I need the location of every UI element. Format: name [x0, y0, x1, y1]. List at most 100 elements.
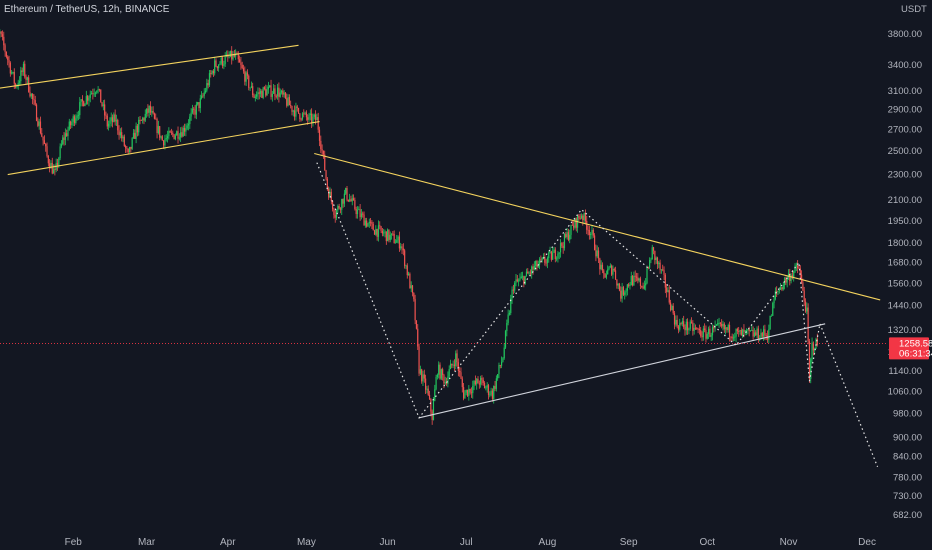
triangle-upper-line[interactable]: [314, 152, 881, 301]
candle-body: [30, 93, 32, 97]
candle-body: [178, 137, 180, 139]
candle-body: [304, 112, 306, 114]
candle-body: [12, 71, 14, 73]
candle-body: [56, 162, 59, 166]
candle-body: [266, 89, 268, 96]
candle-body: [527, 271, 529, 274]
candle-body: [279, 92, 281, 97]
candle-body: [774, 291, 776, 300]
candle-body: [600, 264, 602, 270]
candle-body: [698, 329, 700, 331]
candle-body: [270, 85, 272, 97]
candle-body: [269, 85, 271, 87]
candle-body: [288, 97, 290, 106]
price-axis[interactable]: 682.00 730.00 780.00 840.00 900.00 980.00 1060…: [888, 29, 922, 521]
candle-body: [717, 323, 719, 325]
candle-body: [210, 73, 212, 74]
candle-body: [656, 257, 659, 265]
candle-body: [294, 110, 296, 117]
candle-body: [646, 267, 648, 284]
candle-body: [313, 114, 315, 117]
candle-body: [276, 87, 279, 97]
candle-body: [812, 342, 814, 351]
candle-body: [502, 358, 504, 362]
candle-body: [273, 88, 275, 94]
candle-body: [616, 279, 618, 286]
candle-body: [666, 287, 668, 292]
candle-body: [710, 335, 712, 337]
channel-upper-line[interactable]: [0, 44, 299, 89]
candle-body: [125, 145, 127, 148]
candle-body: [740, 330, 742, 336]
candle-body: [529, 272, 532, 274]
candle-body: [143, 118, 145, 121]
candle-body: [761, 332, 763, 337]
candle-body: [4, 45, 6, 53]
candle-body: [157, 126, 159, 134]
candle-body: [359, 209, 361, 218]
candle-body: [540, 259, 542, 261]
candle-body: [21, 70, 23, 72]
price-tick-label: 2100.00: [888, 195, 922, 206]
candle-body: [229, 50, 232, 57]
candle-body: [246, 72, 249, 76]
candle-body: [169, 131, 171, 133]
candle-body: [486, 385, 488, 388]
triangle-lower-line[interactable]: [418, 323, 826, 419]
candle-body: [84, 103, 86, 107]
candle-body: [89, 94, 91, 98]
candle-body: [563, 234, 566, 249]
candle-body: [149, 105, 152, 113]
candle-body: [575, 218, 577, 228]
candle-body: [29, 91, 31, 97]
candle-body: [802, 282, 804, 291]
candle-body: [770, 315, 773, 317]
candle-body: [430, 398, 432, 412]
candle-body: [397, 236, 399, 241]
candle-body: [3, 36, 5, 46]
candle-body: [436, 374, 438, 377]
price-tick-label: 900.00: [893, 432, 922, 443]
candle-body: [96, 90, 98, 93]
candle-body: [1, 34, 4, 37]
candle-body: [538, 259, 541, 265]
time-axis[interactable]: Feb Mar Apr May Jun Jul Aug Sep Oct Nov Dec: [65, 537, 876, 548]
candle-body: [393, 233, 395, 244]
candle-body: [308, 115, 310, 120]
candle-body: [755, 332, 757, 336]
projection-dotted-line[interactable]: [808, 321, 879, 468]
candle-body: [282, 90, 284, 95]
candle-body: [574, 218, 576, 228]
candle-body: [558, 252, 560, 254]
candle-body: [341, 198, 343, 210]
candle-body: [111, 117, 114, 122]
candle-body: [7, 56, 9, 60]
candle-body: [187, 124, 190, 126]
symbol-title: Ethereum / TetherUS, 12h, BINANCE: [4, 4, 170, 15]
candle-body: [349, 199, 351, 202]
candle-body: [477, 378, 479, 384]
candle-body: [191, 108, 194, 113]
candle-body: [613, 269, 615, 271]
candle-body: [305, 112, 307, 118]
candle-body: [652, 247, 655, 251]
candle-body: [71, 121, 73, 126]
candle-body: [37, 120, 39, 126]
candle-body: [106, 115, 108, 127]
candle-body: [32, 93, 34, 100]
candle-body: [360, 213, 363, 218]
candle-body: [457, 362, 459, 371]
candle-body: [697, 328, 699, 330]
candle-body: [156, 118, 158, 134]
candle-body: [212, 70, 214, 74]
candle-body: [214, 60, 216, 74]
candle-body: [350, 199, 352, 202]
price-tick-label: 682.00: [893, 510, 922, 521]
candle-body: [709, 328, 711, 337]
channel-lower-line[interactable]: [7, 120, 320, 176]
candle-body: [736, 329, 738, 332]
candle-body: [237, 53, 239, 60]
candle-body: [232, 54, 234, 60]
candle-body: [521, 276, 524, 278]
